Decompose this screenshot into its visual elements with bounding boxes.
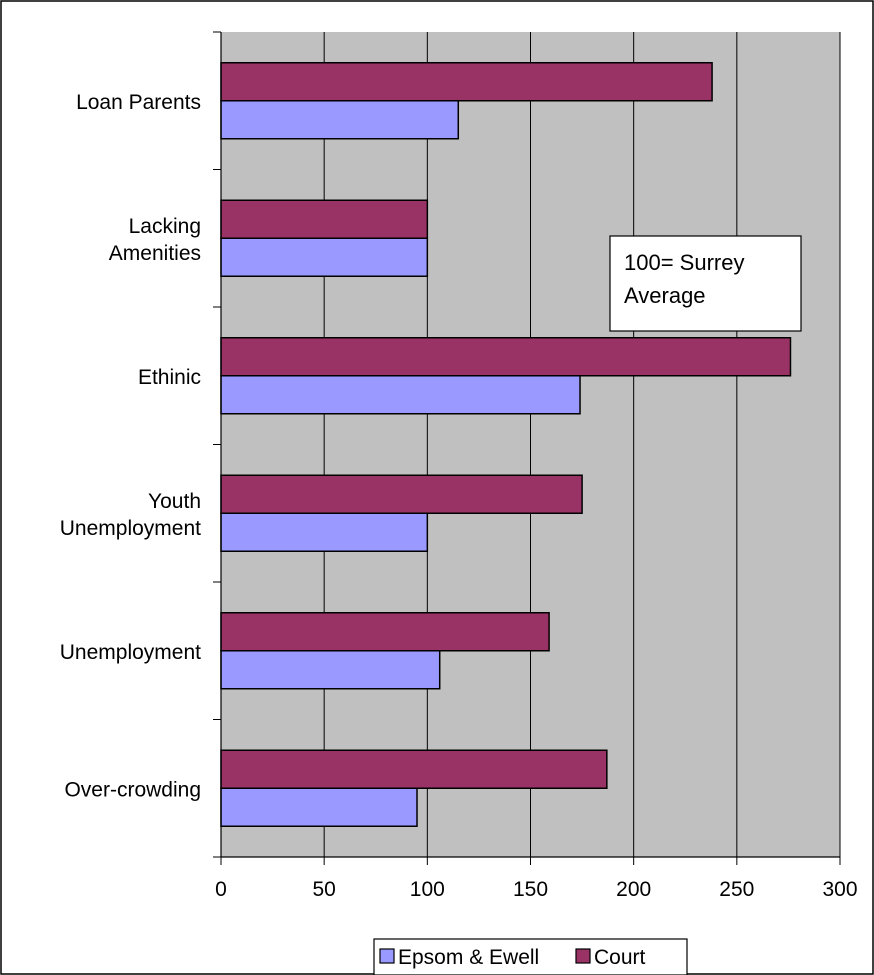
x-tick-label-0: 0 [215, 878, 227, 901]
legend-label-epsom-ewell: Epsom & Ewell [398, 946, 539, 969]
bar-epsom-ewell-2 [220, 375, 581, 415]
bar-court-5 [220, 749, 608, 789]
legend-label-court: Court [594, 946, 646, 969]
annotation-line-2: Average [624, 283, 706, 308]
category-label-5-0: Over-crowding [64, 778, 201, 801]
bar-epsom-ewell-4 [220, 650, 441, 690]
bar-court-1 [220, 199, 429, 239]
legend-swatch-epsom-ewell [379, 948, 395, 964]
bar-court-3 [220, 474, 583, 514]
x-tick-label-100: 100 [410, 878, 445, 901]
bar-court-2 [220, 337, 792, 377]
category-label-4-0: Unemployment [60, 641, 201, 664]
x-tick-label-200: 200 [616, 878, 651, 901]
bar-epsom-ewell-3 [220, 512, 429, 552]
category-label-1-0: Lacking [129, 215, 201, 238]
bar-epsom-ewell-1 [220, 237, 429, 277]
x-tick-label-150: 150 [513, 878, 548, 901]
category-label-0-0: Loan Parents [76, 91, 201, 114]
x-tick-label-250: 250 [719, 878, 754, 901]
category-label-1-1: Amenities [109, 242, 201, 265]
category-label-3-0: Youth [148, 490, 201, 513]
x-tick-label-300: 300 [822, 878, 857, 901]
x-tick-label-50: 50 [312, 878, 335, 901]
annotation-frame [609, 235, 802, 332]
legend-swatch-court [575, 948, 591, 964]
bar-epsom-ewell-0 [220, 100, 460, 140]
bar-court-4 [220, 612, 550, 652]
axes: 0 50 100 150 200 250 300 Loan Parents Lacking Ame… [60, 31, 858, 901]
gridlines [323, 32, 841, 857]
bar-epsom-ewell-5 [220, 787, 418, 827]
annotation-box: 100= Surrey Average [609, 235, 802, 332]
bars [220, 62, 792, 827]
legend-frame [373, 938, 688, 975]
legend: Epsom & Ewell Court [373, 938, 688, 975]
category-label-2-0: Ethinic [138, 366, 201, 389]
category-label-3-1: Unemployment [60, 517, 201, 540]
bar-court-0 [220, 62, 713, 102]
annotation-line-1: 100= Surrey [624, 250, 744, 275]
